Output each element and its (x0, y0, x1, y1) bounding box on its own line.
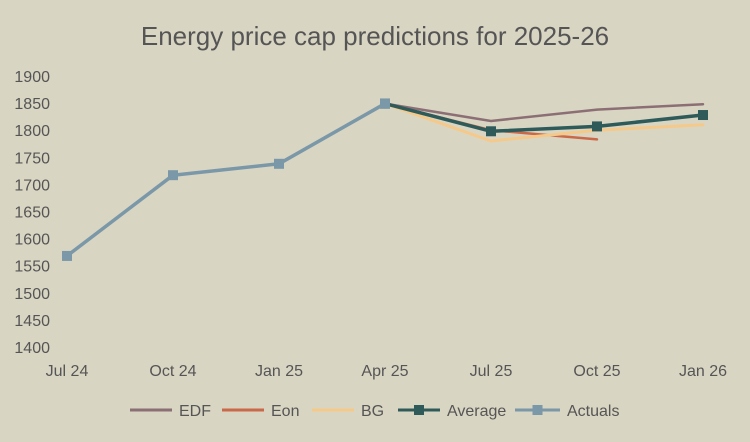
series-line-average (383, 101, 705, 134)
data-point-actuals (62, 250, 72, 261)
chart-title: Energy price cap predictions for 2025-26 (141, 21, 609, 51)
legend-item-actuals: Actuals (515, 403, 619, 420)
y-tick-label: 1500 (14, 286, 50, 303)
y-tick-label: 1550 (14, 259, 50, 276)
legend: EDF Eon BG Average Actuals (130, 403, 619, 420)
y-tick-label: 1850 (14, 96, 50, 113)
y-tick-label: 1750 (14, 150, 50, 167)
y-tick-label: 1800 (14, 123, 50, 140)
y-tick-label: 1700 (14, 177, 50, 194)
legend-item-average: Average (398, 403, 506, 420)
data-point-actuals (380, 98, 390, 109)
x-tick-label: Oct 24 (149, 363, 196, 380)
legend-item-bg: BG (312, 403, 384, 420)
legend-label-actuals: Actuals (567, 403, 619, 420)
legend-item-eon: Eon (222, 403, 299, 420)
y-tick-label: 1450 (14, 313, 50, 330)
legend-marker-actuals (532, 405, 543, 415)
y-tick-label: 1400 (14, 340, 50, 357)
x-axis: Jul 24 Oct 24 Jan 25 Apr 25 Jul 25 Oct 25 Jan … (46, 363, 727, 380)
legend-item-edf: EDF (130, 403, 211, 420)
legend-label-edf: EDF (179, 403, 211, 420)
y-axis: 1400 1450 1500 1550 1600 1650 1700 1750 1800 1850… (14, 69, 50, 357)
data-point-actuals (274, 158, 284, 169)
x-tick-label: Jan 26 (679, 363, 727, 380)
legend-label-average: Average (447, 403, 506, 420)
y-tick-label: 1900 (14, 69, 50, 86)
x-tick-label: Apr 25 (361, 363, 408, 380)
data-point-average (486, 126, 496, 137)
x-tick-label: Jul 24 (46, 363, 89, 380)
data-point-average (592, 121, 602, 132)
legend-label-bg: BG (361, 403, 384, 420)
plot-area (62, 98, 708, 261)
y-tick-label: 1600 (14, 232, 50, 249)
legend-marker-average (414, 405, 424, 415)
x-tick-label: Oct 25 (573, 363, 620, 380)
legend-label-eon: Eon (271, 403, 299, 420)
x-tick-label: Jan 25 (255, 363, 303, 380)
data-point-average (698, 110, 708, 121)
series-line-actuals (65, 101, 387, 258)
series-line-bg (383, 102, 705, 143)
y-tick-label: 1650 (14, 205, 50, 222)
series-line-edf (383, 102, 705, 123)
data-point-actuals (168, 170, 178, 181)
x-tick-label: Jul 25 (470, 363, 513, 380)
